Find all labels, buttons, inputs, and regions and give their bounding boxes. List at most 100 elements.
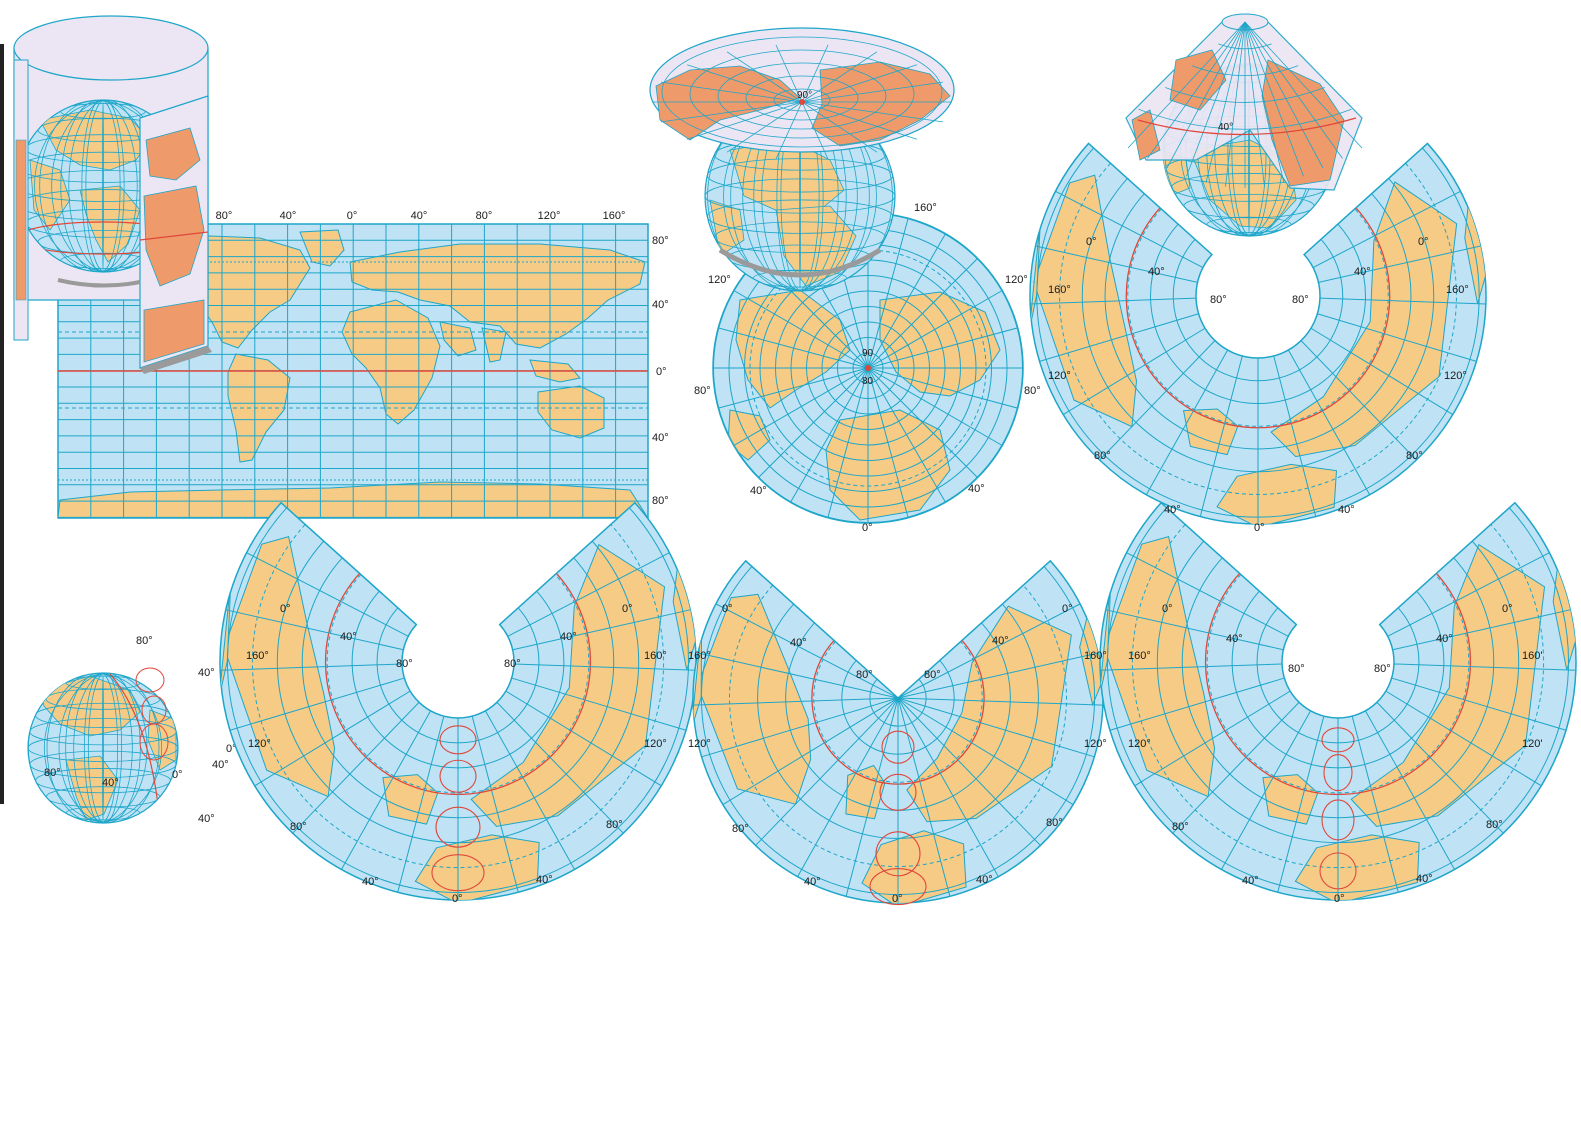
distortion-ellipse: [1321, 799, 1355, 841]
parallel-arc: [251, 524, 665, 869]
meridian-line: [1277, 716, 1325, 893]
conic-top-label: 80°: [1210, 294, 1227, 306]
meridian-line: [722, 697, 899, 806]
meridian-line: [471, 716, 519, 893]
conic-2-label: 160°: [1084, 650, 1107, 662]
parallel-line: [705, 178, 895, 214]
meridian-line: [801, 44, 829, 103]
meridian-line: [1039, 313, 1199, 362]
conic-3-label: 0°: [1162, 603, 1173, 615]
meridian-line: [801, 101, 829, 160]
meridian-line: [1312, 190, 1461, 268]
conic-map-top: [1029, 142, 1487, 525]
meridian-line: [867, 326, 1023, 369]
meridian-line: [715, 603, 899, 699]
conic-1-label: 40°: [536, 874, 553, 886]
meridian-line: [1134, 690, 1291, 787]
meridian-line: [58, 673, 160, 823]
meridian-line: [1317, 313, 1477, 362]
azimuthal-label: 80°: [1024, 385, 1041, 397]
meridian-line: [1248, 64, 1250, 236]
conic-top-label: 80°: [1292, 294, 1309, 306]
meridian-line: [780, 101, 824, 291]
azimuthal-label: 120°: [1005, 274, 1028, 286]
conic-2-label: 40°: [976, 874, 993, 886]
meridian-line: [753, 101, 839, 291]
parallel-arc: [813, 641, 983, 783]
meridian-line: [801, 81, 944, 103]
conic-3-label: 80°: [1288, 663, 1305, 675]
conic-top-label: 80°: [1094, 450, 1111, 462]
parallel-line: [727, 244, 873, 272]
meridian-line: [81, 100, 121, 272]
parallel-ring: [661, 36, 943, 148]
meridian-line: [867, 367, 910, 523]
meridian-line: [1351, 716, 1399, 893]
meridian-line: [787, 367, 869, 507]
cyl-right-label: 80°: [652, 495, 669, 507]
conic-1-label: 0°: [452, 893, 463, 905]
meridian-line: [1099, 340, 1216, 461]
meridian-line: [686, 101, 803, 140]
meridian-line: [1244, 21, 1324, 169]
parallel-line: [28, 734, 178, 762]
conic-1-label: 40°: [560, 631, 577, 643]
meridian-line: [801, 101, 944, 123]
conic-1-labels: 0° 0° 40° 40° 160° 160° 80° 80° 120° 120…: [246, 603, 667, 905]
globe-small-label: 40°: [198, 813, 215, 825]
conic-2-label: 0°: [722, 603, 733, 615]
parallel-line: [1218, 43, 1272, 50]
conic-1-label: 160°: [644, 650, 667, 662]
conic-3-label: 80°: [1486, 819, 1503, 831]
meridian-line: [799, 101, 801, 291]
meridian-line: [1100, 663, 1283, 671]
parallel-line: [29, 718, 177, 746]
meridian-line: [340, 710, 432, 870]
conic-1-label: 160°: [246, 650, 269, 662]
meridian-line: [1287, 349, 1371, 496]
azimuthal-center-label: 90: [862, 348, 874, 359]
meridian-line: [713, 367, 869, 410]
meridian-line: [499, 502, 636, 625]
meridian-line: [686, 64, 803, 103]
parallel-line: [1191, 65, 1299, 76]
meridian-line: [726, 51, 803, 103]
conic-3-label: 80°: [1172, 821, 1189, 833]
meridian-line: [897, 603, 1081, 699]
meridian-line: [729, 287, 869, 369]
meridian-line: [65, 673, 133, 823]
left-edge-bar: [0, 44, 4, 804]
meridian-line: [496, 701, 624, 834]
conic-top-label: 40°: [1338, 504, 1355, 516]
cylinder-projection-icon: [13, 15, 212, 374]
meridian-line: [254, 690, 411, 787]
distortion-ellipse: [1319, 852, 1357, 890]
meridian-line: [225, 609, 404, 651]
conic-3-label: 120': [1522, 738, 1542, 750]
meridian-line: [697, 652, 899, 699]
meridian-line: [1364, 710, 1456, 870]
parallel-line: [1165, 87, 1325, 103]
meridian-line: [102, 673, 104, 823]
meridian-line: [1105, 609, 1284, 651]
distortion-ellipse: [879, 773, 917, 811]
meridian-line: [845, 697, 899, 897]
conic-2-label: 40°: [992, 635, 1009, 647]
meridian-line: [1393, 663, 1576, 671]
distortion-ellipse: [869, 868, 927, 906]
cone-cap-label: 40°: [1218, 122, 1233, 133]
conic-top-label: 120°: [1048, 370, 1071, 382]
meridian-line: [867, 229, 949, 369]
meridian-line: [867, 367, 949, 507]
meridian-line: [730, 101, 858, 291]
conic-1-label: 80°: [396, 658, 413, 670]
distortion-ellipse: [439, 759, 477, 793]
meridian-line: [1127, 21, 1246, 149]
meridian-line: [511, 677, 687, 731]
parallel-line: [45, 786, 161, 808]
meridian-line: [754, 367, 869, 482]
conic-1-label: 0°: [622, 603, 633, 615]
meridian-line: [867, 287, 1007, 369]
globe-small-label: 80°: [136, 635, 153, 647]
